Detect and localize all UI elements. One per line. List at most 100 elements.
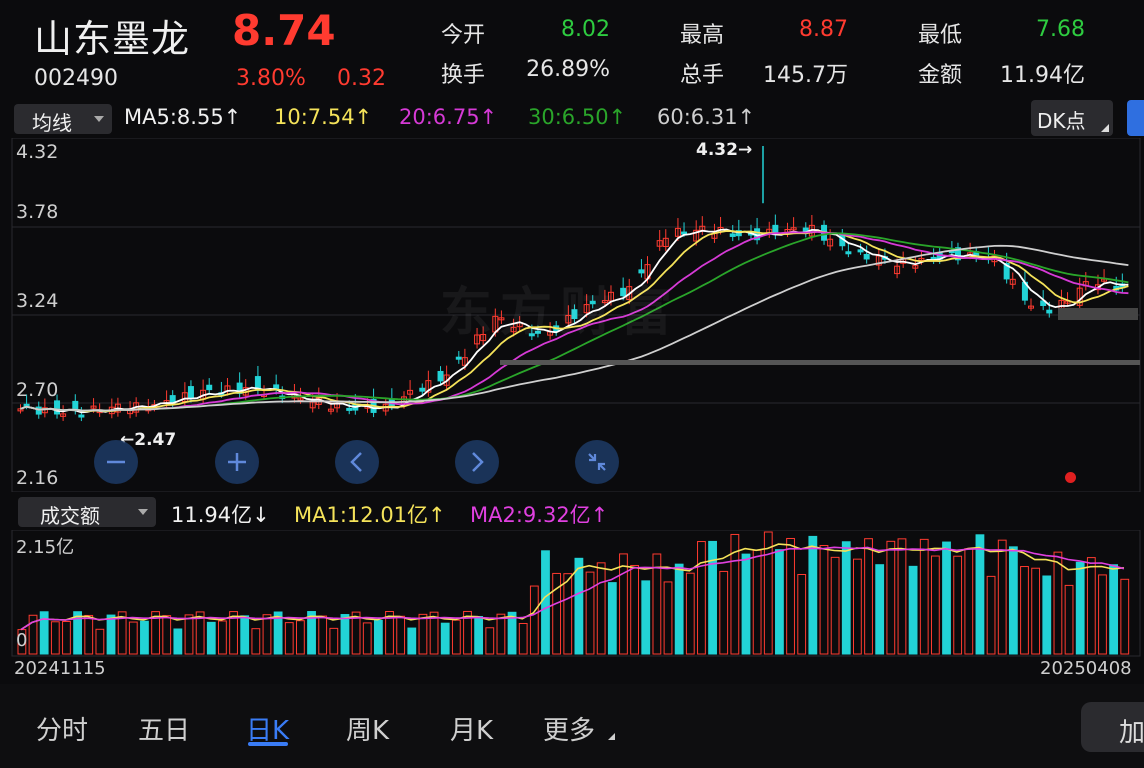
candle: [1009, 278, 1016, 285]
volume-bar: [340, 614, 350, 655]
tab-more[interactable]: 更多: [543, 716, 596, 746]
candle: [78, 414, 85, 418]
candle: [662, 237, 669, 248]
volume-bar: [373, 619, 383, 655]
corner-triangle-icon: [1101, 124, 1109, 132]
volume-bar: [307, 611, 316, 655]
volume-bar: [619, 553, 628, 655]
tab-weekly-k[interactable]: 周K: [346, 716, 390, 746]
ma20-value: 20:6.75↑: [399, 105, 498, 129]
volume-bar: [140, 620, 149, 655]
volume-bar: [128, 621, 138, 655]
candle: [35, 406, 42, 415]
volume-bar: [229, 611, 238, 655]
candle: [583, 304, 590, 314]
kline-chart[interactable]: [0, 138, 1144, 492]
scroll-right-button[interactable]: [455, 440, 499, 484]
turnover-value: 26.89%: [526, 57, 610, 82]
scroll-left-button[interactable]: [335, 440, 379, 484]
volume-bar: [775, 549, 784, 655]
candle: [626, 286, 633, 300]
volume-bar: [953, 555, 963, 655]
bottom-tab-bar: [0, 684, 1144, 768]
max-annotation: 4.32→: [696, 140, 753, 160]
volume-bar: [1109, 564, 1119, 655]
ma-selector-dropdown[interactable]: 均线: [14, 104, 112, 135]
volume-bar: [674, 563, 684, 655]
candle: [297, 397, 304, 401]
volume-bar: [396, 615, 406, 655]
volume-bar: [1064, 584, 1074, 655]
zoom-in-button[interactable]: [215, 440, 259, 484]
zoom-out-button[interactable]: [94, 440, 138, 484]
volume-bar: [407, 627, 417, 655]
volume-bar: [919, 538, 929, 655]
volume-bar: [262, 614, 272, 655]
volume-bar: [296, 620, 305, 655]
volume-selector-label: 成交额: [40, 504, 100, 528]
volume-bar: [251, 628, 261, 655]
volume-bar: [1020, 566, 1029, 655]
volume-selector-dropdown[interactable]: 成交额: [18, 497, 156, 528]
date-end: 20250408: [1040, 658, 1132, 679]
candle: [498, 317, 505, 321]
volume-bar: [106, 614, 116, 655]
ma20-line: [20, 231, 1129, 412]
candle: [187, 386, 194, 399]
candle: [455, 356, 462, 360]
volume-bar: [496, 613, 506, 655]
volume-bar: [529, 585, 539, 655]
candle: [565, 314, 572, 324]
high-label: 最高: [680, 23, 725, 48]
volume-bar: [741, 553, 751, 655]
volume-bar: [485, 627, 495, 655]
volume-bar: [195, 611, 205, 655]
volume-bar: [1031, 567, 1041, 655]
dk-point-button[interactable]: DK点: [1031, 100, 1113, 136]
candle: [1046, 309, 1053, 314]
ma60-value: 60:6.31↑: [657, 105, 756, 129]
volume-bar: [73, 611, 82, 655]
volume-bar: [1075, 561, 1085, 655]
volume-bar: [117, 611, 127, 655]
volume-frame: [11, 530, 1141, 657]
volume-ma2-line: [20, 546, 1125, 631]
candle: [206, 384, 213, 391]
y-label-bottom: 2.16: [16, 467, 59, 489]
volume-bar: [630, 564, 639, 655]
last-price: 8.74: [232, 6, 336, 55]
volume-y-bottom: 0: [16, 630, 28, 651]
y-label-top: 4.32: [16, 141, 59, 163]
add-watchlist-button[interactable]: 加: [1081, 702, 1144, 752]
tab-monthly-k[interactable]: 月K: [450, 716, 494, 746]
candle: [954, 247, 961, 261]
candle: [528, 333, 535, 337]
candle: [437, 370, 444, 382]
tab-intraday[interactable]: 分时: [36, 716, 89, 746]
tab-daily-k[interactable]: 日K: [246, 716, 290, 746]
turnover-label: 换手: [441, 63, 486, 88]
side-panel-toggle[interactable]: [1127, 100, 1144, 136]
volume-bar: [1053, 551, 1063, 655]
volume-bar: [1086, 557, 1096, 655]
candle: [1003, 263, 1010, 280]
ma10-value: 10:7.54↑: [274, 105, 373, 129]
volume-bar: [986, 575, 996, 655]
amount-value: 11.94亿: [1000, 63, 1085, 88]
volume-bar: [318, 615, 328, 655]
volume-bar: [897, 538, 907, 655]
stock-name: 山东墨龙: [34, 17, 191, 61]
watermark: 东方财富: [440, 283, 681, 343]
candle: [510, 326, 517, 333]
volume-bar: [730, 533, 740, 655]
active-tab-indicator: [248, 742, 288, 746]
tab-five-day[interactable]: 五日: [138, 716, 191, 746]
volume-chart[interactable]: [0, 530, 1144, 660]
candle: [425, 380, 432, 393]
candle: [60, 413, 67, 417]
volume-bar: [964, 548, 974, 655]
volume-bar: [474, 615, 484, 655]
reset-zoom-button[interactable]: [575, 440, 619, 484]
volume-bar: [997, 539, 1007, 655]
volume-y-top: 2.15亿: [16, 537, 75, 558]
